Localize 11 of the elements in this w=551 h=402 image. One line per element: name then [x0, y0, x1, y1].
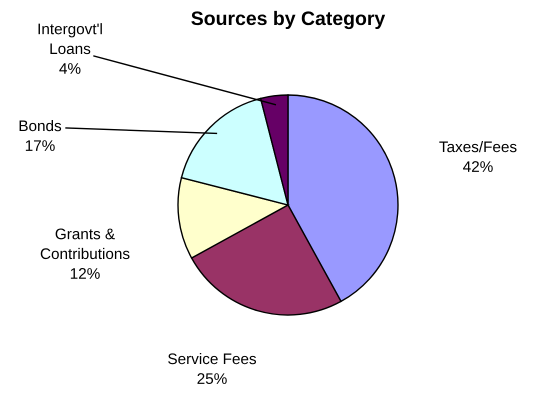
data-label: 17%	[26, 140, 55, 151]
data-label: 4%	[59, 63, 80, 74]
slice-label: Grants & Contributions	[40, 228, 130, 260]
slice-label: Service Fees	[168, 352, 256, 364]
slice-label: Taxes/Fees	[439, 140, 517, 152]
chart-title: Sources by Category	[191, 10, 386, 30]
data-label: 12%	[70, 268, 100, 279]
slice-label: Intergovt'l Loans	[38, 23, 102, 54]
data-label: 42%	[463, 161, 493, 172]
data-label: 25%	[197, 373, 227, 384]
slice-label: Bonds	[20, 120, 62, 132]
